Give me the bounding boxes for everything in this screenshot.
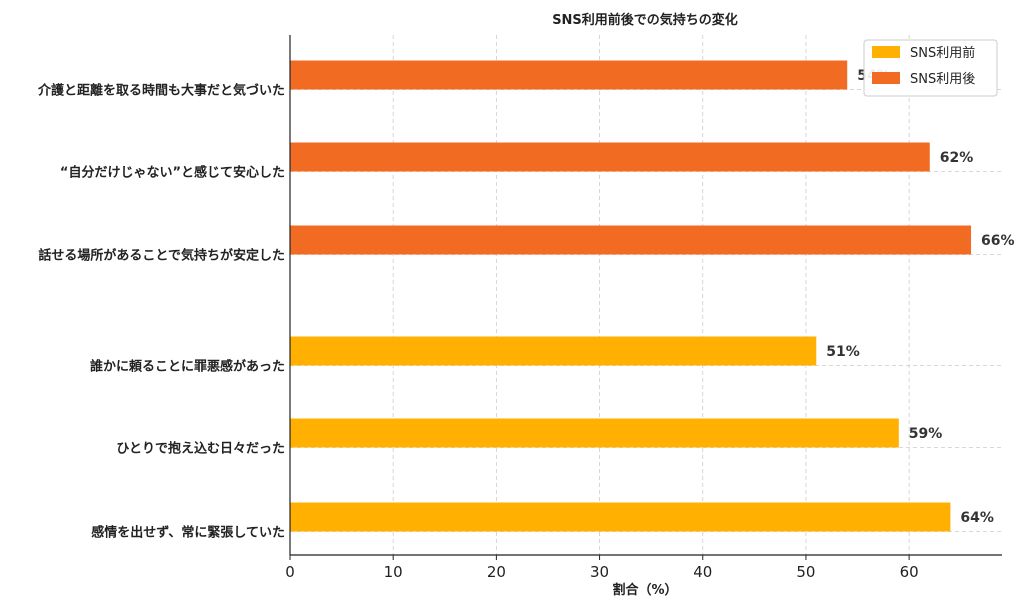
bar: [290, 225, 972, 255]
data-label: 59%: [909, 426, 943, 442]
legend-label-after: SNS利用後: [910, 72, 975, 87]
category-label: 誰かに頼ることに罪悪感があった: [90, 359, 285, 375]
chart-title: SNS利用前後での気持ちの変化: [552, 12, 738, 28]
legend-swatch-before: [872, 46, 900, 58]
x-ticks: 0 10 20 30 40 50 60: [285, 555, 919, 581]
bars: [290, 60, 972, 532]
category-labels: 介護と距離を取る時間も大事だと気づいた “自分だけじゃない”と感じて安心した話せる…: [37, 83, 285, 541]
data-label: 66%: [981, 233, 1015, 249]
category-label: “自分だけじゃない”と感じて安心した: [60, 165, 285, 181]
bar: [290, 142, 930, 172]
x-axis-label: 割合（%）: [612, 582, 677, 598]
data-label: 62%: [940, 150, 974, 166]
category-label: 介護と距離を取る時間も大事だと気づいた: [37, 83, 285, 99]
bar: [290, 418, 899, 448]
bar: [290, 502, 951, 532]
x-tick-label: 40: [693, 563, 712, 581]
data-label: 64%: [960, 510, 994, 526]
x-tick-label: 0: [285, 563, 295, 581]
x-tick-label: 50: [796, 563, 815, 581]
data-label: 51%: [826, 344, 860, 360]
x-tick-label: 20: [487, 563, 506, 581]
x-tick-label: 10: [384, 563, 403, 581]
legend-label-before: SNS利用前: [910, 45, 975, 61]
category-label: ひとりで抱え込む日々だった: [116, 441, 285, 457]
category-label: 感情を出せず、常に緊張していた: [91, 525, 285, 541]
data-labels: 54%62%66%51%59%64%: [826, 68, 1014, 526]
category-label: 話せる場所があることで気持ちが安定した: [38, 248, 285, 264]
x-tick-label: 30: [590, 563, 609, 581]
bar: [290, 60, 848, 90]
bar: [290, 336, 817, 366]
legend: SNS利用前 SNS利用後: [863, 39, 998, 97]
axes: [289, 35, 1002, 556]
grid: [289, 35, 1002, 555]
x-tick-label: 60: [900, 563, 919, 581]
legend-swatch-after: [872, 72, 900, 84]
